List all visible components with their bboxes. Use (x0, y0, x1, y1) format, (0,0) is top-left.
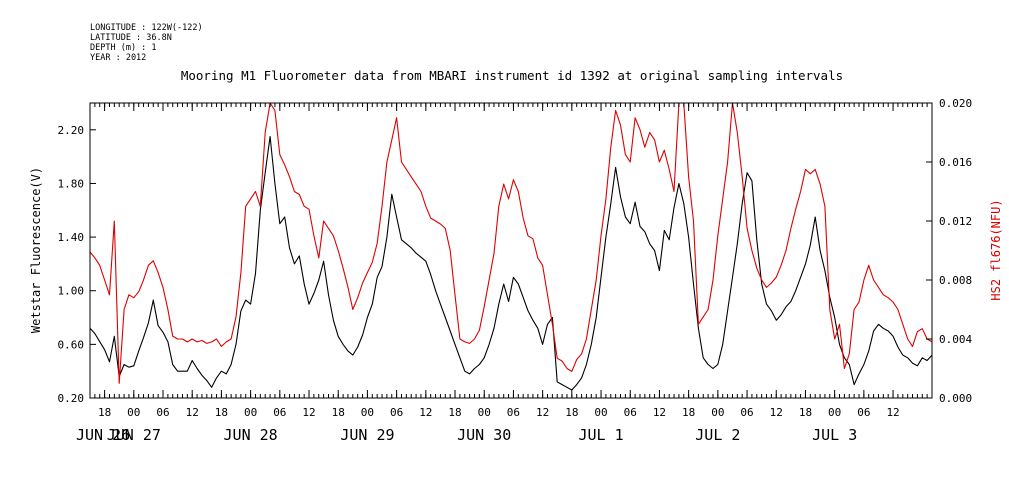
x-day-label: JUN 28 (224, 426, 278, 444)
x-hour-label: 00 (361, 406, 374, 419)
x-hour-label: 18 (332, 406, 345, 419)
plot-frame (89, 102, 933, 399)
x-day-label: JUL 1 (578, 426, 623, 444)
x-hour-label: 12 (302, 406, 315, 419)
x-hour-label: 12 (653, 406, 666, 419)
x-hour-label: 00 (127, 406, 140, 419)
x-day-label: JUN 27 (107, 426, 161, 444)
x-day-label: JUL 2 (695, 426, 740, 444)
x-hour-label: 00 (594, 406, 607, 419)
x-hour-label: 18 (682, 406, 695, 419)
chart-title: Mooring M1 Fluorometer data from MBARI i… (181, 68, 843, 83)
meta-depth: DEPTH (m) : 1 (90, 43, 157, 53)
y-tick-label: 1.80 (58, 177, 85, 190)
x-hour-label: 18 (98, 406, 111, 419)
y2-tick-label: 0.000 (939, 392, 972, 405)
y-tick-label: 2.20 (58, 124, 85, 137)
x-hour-label: 06 (740, 406, 753, 419)
y2-axis-label: HS2 fl676(NFU) (989, 199, 1003, 300)
meta-block: LONGITUDE : 122W(-122) LATITUDE : 36.8N … (90, 23, 203, 63)
x-day-label: JUN 26 (76, 426, 130, 444)
meta-longitude: LONGITUDE : 122W(-122) (90, 23, 203, 33)
x-hour-label: 06 (273, 406, 286, 419)
x-day-label: JUL 3 (812, 426, 857, 444)
x-day-label: JUN 30 (457, 426, 511, 444)
y2-tick-label: 0.020 (939, 97, 972, 110)
x-hour-label: 06 (390, 406, 403, 419)
y-axis-label: Wetstar Fluorescence(V) (29, 167, 43, 333)
x-hour-label: 06 (857, 406, 870, 419)
x-hour-label: 18 (565, 406, 578, 419)
x-hour-label: 00 (828, 406, 841, 419)
y2-tick-label: 0.004 (939, 333, 972, 346)
x-hour-label: 12 (886, 406, 899, 419)
x-hour-label: 12 (770, 406, 783, 419)
series-line-hs2 (89, 102, 933, 384)
plot-lines (89, 102, 933, 391)
axis-ticks: 0.20 0.60 1.00 1.40 1.80 2.20 0.000 0.004 0.008 0… (58, 97, 973, 444)
x-hour-label: 06 (507, 406, 520, 419)
x-hour-label: 12 (536, 406, 549, 419)
meta-year: YEAR : 2012 (90, 53, 146, 63)
y2-tick-label: 0.016 (939, 156, 972, 169)
x-hour-label: 12 (186, 406, 199, 419)
x-day-label: JUN 29 (340, 426, 394, 444)
y2-tick-label: 0.008 (939, 274, 972, 287)
y-tick-label: 0.60 (58, 338, 85, 351)
y-tick-label: 1.00 (58, 285, 85, 298)
y-tick-label: 0.20 (58, 392, 85, 405)
x-hour-label: 18 (448, 406, 461, 419)
x-hour-label: 06 (624, 406, 637, 419)
x-hour-label: 06 (156, 406, 169, 419)
x-hour-label: 00 (244, 406, 257, 419)
y2-tick-label: 0.012 (939, 215, 972, 228)
y-tick-label: 1.40 (58, 231, 85, 244)
x-hour-label: 18 (799, 406, 812, 419)
meta-latitude: LATITUDE : 36.8N (90, 33, 172, 43)
series-line-wetstar (89, 135, 933, 391)
x-hour-label: 12 (419, 406, 432, 419)
x-hour-label: 00 (478, 406, 491, 419)
x-hour-label: 00 (711, 406, 724, 419)
x-hour-label: 18 (215, 406, 228, 419)
